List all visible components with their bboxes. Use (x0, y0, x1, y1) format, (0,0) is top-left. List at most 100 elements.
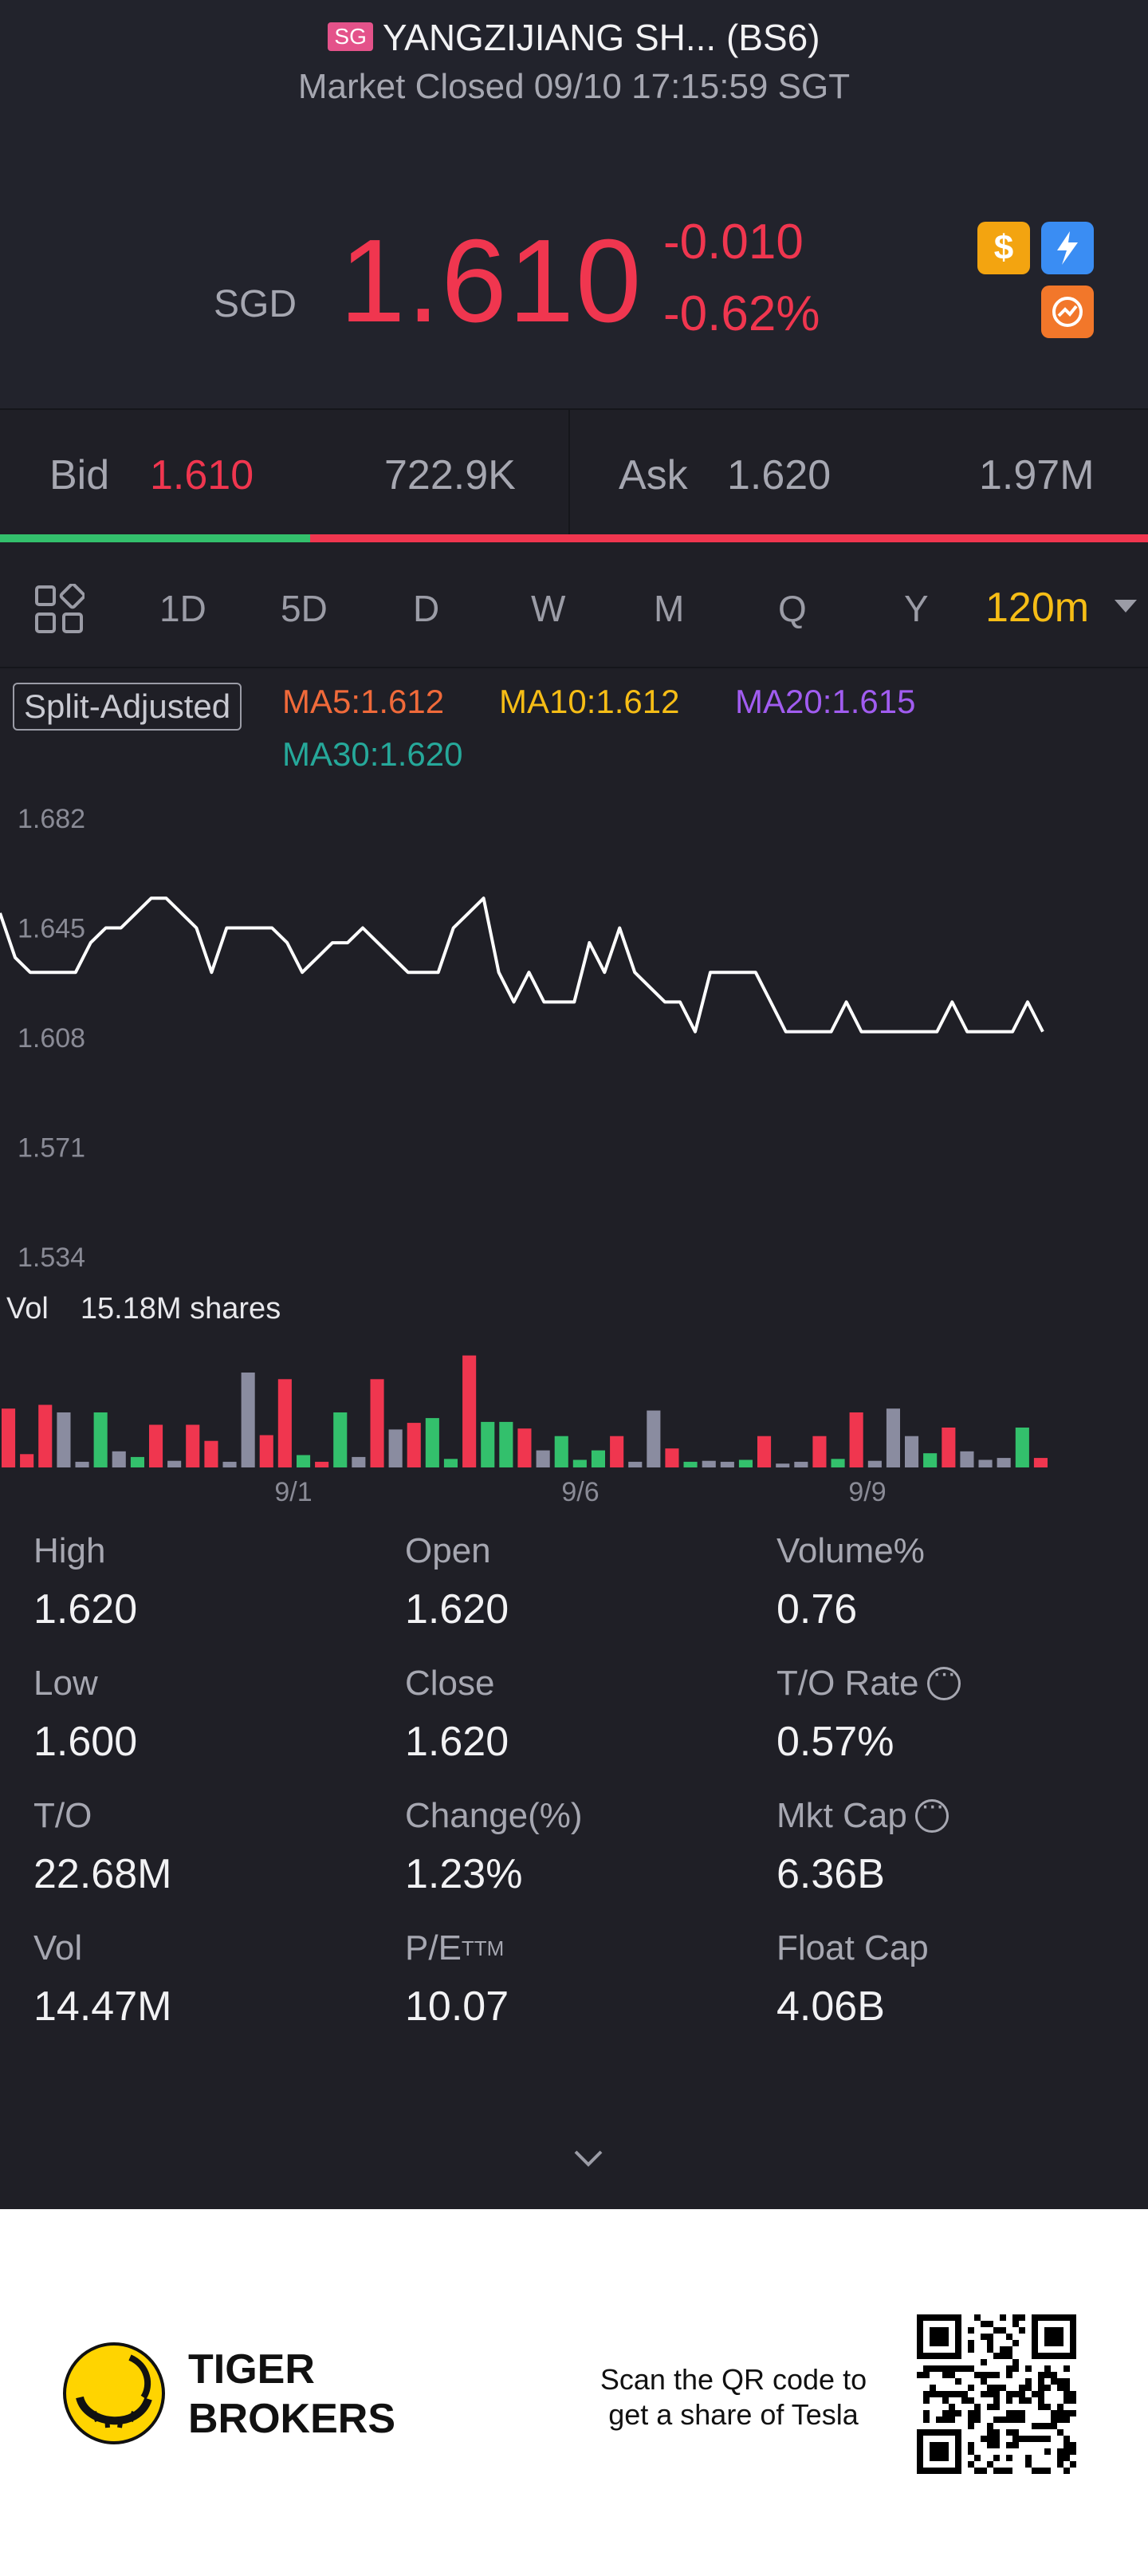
volume-bar (572, 1459, 587, 1467)
qr-module (993, 2327, 1000, 2334)
tab-d[interactable]: D (413, 588, 440, 629)
y-tick-label: 1.645 (18, 914, 85, 944)
qr-module (923, 2410, 930, 2416)
tab-w[interactable]: W (531, 588, 566, 629)
stat-value: 1.600 (33, 1719, 138, 1765)
volume-bar (2, 1408, 16, 1467)
stock-title: SG YANGZIJIANG SH... (BS6) (0, 16, 1148, 59)
volume-bar (960, 1451, 974, 1467)
qr-module (1012, 2410, 1019, 2416)
qr-module (1012, 2365, 1019, 2372)
trend-icon[interactable] (1041, 286, 1094, 338)
qr-module (987, 2385, 993, 2391)
volume-bar-chart[interactable]: 9/1 9/6 9/9 (0, 1332, 1148, 1507)
market-status: Market Closed 09/10 17:15:59 SGT (297, 67, 851, 106)
qr-module (1006, 2416, 1012, 2423)
last-price: 1.610 (340, 215, 643, 347)
more-info-icon[interactable] (926, 1658, 961, 1700)
tab-1d[interactable]: 1D (159, 588, 206, 629)
qr-module (1000, 2353, 1006, 2359)
volume-bar (130, 1456, 144, 1467)
qr-module (1057, 2429, 1063, 2436)
qr-module (981, 2391, 987, 2397)
tab-m[interactable]: M (654, 588, 685, 629)
tab-120m[interactable]: 120m (985, 585, 1090, 631)
price-change: -0.010 (663, 215, 804, 270)
qr-module (1025, 2365, 1032, 2372)
volume-bar (536, 1450, 550, 1467)
stat-label-text: High (33, 1531, 106, 1570)
split-adjusted-button[interactable]: Split-Adjusted (13, 683, 242, 731)
tab-5d[interactable]: 5D (281, 588, 328, 629)
volume-bar (388, 1429, 403, 1467)
volume-bar (849, 1412, 863, 1467)
volume-bar (370, 1379, 384, 1467)
qr-finder (1044, 2327, 1063, 2346)
tab-y[interactable]: Y (904, 588, 929, 629)
stat-label: Close (405, 1664, 772, 1704)
bid-ask-panel[interactable]: Bid 1.610 722.9K Ask 1.620 1.97M (0, 408, 1148, 541)
stat-value: 4.06B (776, 1983, 885, 2030)
tab-q[interactable]: Q (778, 588, 807, 629)
qr-module (1000, 2385, 1006, 2391)
qr-module (949, 2416, 955, 2423)
qr-module (930, 2391, 936, 2397)
qr-module (981, 2359, 987, 2365)
volume-bar (112, 1451, 126, 1467)
qr-module (1063, 2410, 1070, 2416)
stat-label-text: Mkt Cap (776, 1796, 907, 1835)
qr-module (1070, 2461, 1076, 2468)
flash-icon[interactable] (1041, 222, 1094, 274)
qr-module (974, 2372, 981, 2378)
stat-label: Open (405, 1531, 772, 1571)
stat-label: T/O (33, 1796, 400, 1836)
qr-module (968, 2365, 974, 2372)
period-tabs: 1D 5D D W M Q Y 120m (0, 549, 1148, 668)
qr-module (968, 2385, 974, 2391)
volume-bar (1015, 1428, 1029, 1467)
volume-bar (831, 1459, 845, 1467)
qr-module (974, 2410, 981, 2416)
qr-module (1000, 2314, 1006, 2321)
qr-module (981, 2378, 987, 2385)
qr-module (1051, 2372, 1057, 2378)
volume-bar (352, 1456, 366, 1467)
volume-header: Vol 15.18M shares (6, 1292, 281, 1326)
qr-module (1019, 2314, 1025, 2321)
volume-bar (812, 1436, 827, 1467)
stat-label-text: Open (405, 1531, 491, 1570)
stat-label-text: P/E (405, 1928, 462, 1967)
volume-bar (794, 1461, 808, 1467)
qr-module (968, 2423, 974, 2429)
qr-module (1057, 2455, 1063, 2461)
stat-value: 14.47M (33, 1983, 172, 2030)
qr-module (987, 2334, 993, 2340)
stats-grid: High 1.620 Open 1.620 Volume% 0.76 Low 1.600 Clo… (0, 1531, 1148, 2090)
volume-bar (591, 1450, 605, 1467)
chevron-down-icon[interactable] (571, 2141, 606, 2176)
stat-label-text: T/O (33, 1796, 92, 1835)
volume-bar (481, 1421, 495, 1467)
tiger-logo-icon (63, 2342, 165, 2444)
volume-bar (277, 1379, 292, 1467)
qr-module (942, 2391, 949, 2397)
chevron-down-icon[interactable] (1115, 600, 1137, 612)
qr-code-icon[interactable] (917, 2314, 1076, 2474)
qr-module (955, 2365, 961, 2372)
qr-module (1012, 2340, 1019, 2346)
qr-module (993, 2455, 1000, 2461)
qr-module (1019, 2410, 1025, 2416)
dollar-icon[interactable]: $ (977, 222, 1030, 274)
volume-bar (720, 1461, 734, 1467)
more-info-icon[interactable] (914, 1790, 949, 1833)
y-tick-label: 1.608 (18, 1023, 85, 1054)
qr-module (981, 2436, 987, 2442)
qr-module (1063, 2468, 1070, 2474)
stat-label-sup: TTM (461, 1936, 505, 1960)
qr-module (968, 2461, 974, 2468)
qr-module (1044, 2423, 1051, 2429)
qr-module (987, 2372, 993, 2378)
layout-grid-icon[interactable] (33, 584, 85, 635)
price-line-chart[interactable]: 1.682 1.645 1.608 1.571 1.534 (0, 790, 1148, 1276)
qr-module (1038, 2385, 1044, 2391)
